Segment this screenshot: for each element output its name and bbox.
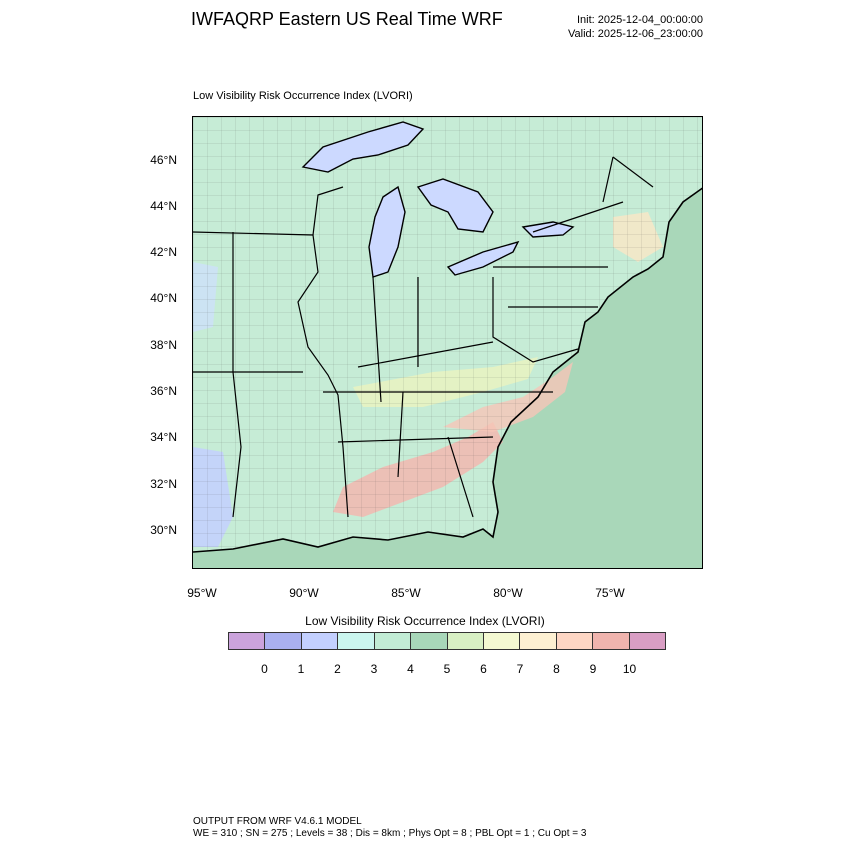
lat-label: 40°N [150,291,177,305]
lake-erie [446,240,520,276]
lake-michigan [368,185,406,278]
lon-label: 85°W [391,586,421,600]
lat-label: 32°N [150,477,177,491]
colorbar-label: 2 [334,662,341,676]
colorbar-title: Low Visibility Risk Occurrence Index (LV… [305,614,545,628]
map-subtitle: Low Visibility Risk Occurrence Index (LV… [193,90,413,102]
colorbar-label: 8 [553,662,560,676]
county-boundaries [193,117,702,552]
state-boundaries [193,156,654,518]
colorbar-swatch [593,633,630,649]
init-time: Init: 2025-12-04_00:00:00 [577,14,703,26]
lon-label: 95°W [187,586,217,600]
lon-label: 75°W [595,586,625,600]
lat-label: 46°N [150,153,177,167]
colorbar-swatch [483,633,521,649]
lon-label: 80°W [493,586,523,600]
lat-label: 38°N [150,338,177,352]
footer-model: OUTPUT FROM WRF V4.6.1 MODEL [193,816,362,827]
colorbar-swatch [374,633,412,649]
colorbar-label: 0 [261,662,268,676]
colorbar-swatch [411,633,448,649]
map-canvas [193,117,702,568]
colorbar [228,632,666,650]
time-info: Init: 2025-12-04_00:00:00 Valid: 2025-12… [568,13,703,41]
colorbar-swatch [301,633,339,649]
page-title: IWFAQRP Eastern US Real Time WRF [191,9,503,29]
colorbar-label: 7 [516,662,524,676]
colorbar-swatch [229,633,266,649]
colorbar-label: 1 [297,662,305,676]
colorbar-swatch [338,633,375,649]
coastline [193,187,702,553]
lon-label: 90°W [289,586,319,600]
colorbar-swatch [556,633,594,649]
colorbar-label: 4 [407,662,414,676]
lat-label: 30°N [150,523,177,537]
valid-time: Valid: 2025-12-06_23:00:00 [568,28,703,40]
lake-huron [416,178,494,233]
lake-superior [301,121,425,173]
footer-settings: WE = 310 ; SN = 275 ; Levels = 38 ; Dis … [193,828,587,839]
colorbar-swatch [629,633,666,649]
colorbar-swatch [265,633,302,649]
colorbar-swatch [447,633,484,649]
colorbar-label: 10 [622,662,637,676]
colorbar-label: 3 [370,662,378,676]
lat-label: 44°N [150,199,177,213]
lat-label: 42°N [150,245,177,259]
colorbar-swatch [520,633,557,649]
lat-label: 36°N [150,384,177,398]
lake-ontario [521,221,575,238]
lvori-map [192,116,703,569]
colorbar-label: 9 [589,662,597,676]
colorbar-label: 6 [480,662,487,676]
lat-label: 34°N [150,430,177,444]
colorbar-label: 5 [443,662,451,676]
